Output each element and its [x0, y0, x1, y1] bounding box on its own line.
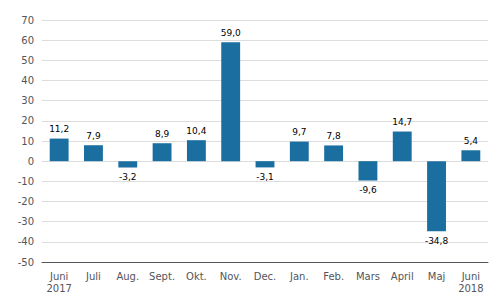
svg-text:60: 60	[21, 35, 34, 46]
svg-text:11,2: 11,2	[49, 124, 69, 134]
svg-text:8,9: 8,9	[155, 129, 170, 139]
svg-text:10,4: 10,4	[186, 126, 206, 136]
svg-text:Sept.: Sept.	[149, 271, 175, 282]
svg-text:Juli: Juli	[85, 271, 101, 282]
svg-text:5,4: 5,4	[464, 136, 479, 146]
svg-text:2018: 2018	[458, 283, 483, 294]
svg-text:0: 0	[28, 156, 34, 167]
svg-text:10: 10	[21, 136, 34, 147]
svg-text:7,8: 7,8	[326, 131, 341, 141]
svg-text:-20: -20	[18, 196, 34, 207]
svg-text:-50: -50	[18, 257, 34, 268]
svg-text:Juni: Juni	[49, 271, 68, 282]
svg-text:-10: -10	[18, 176, 34, 187]
svg-text:April: April	[391, 271, 414, 282]
svg-text:20: 20	[21, 115, 34, 126]
svg-text:Dec.: Dec.	[254, 271, 277, 282]
svg-text:Maj: Maj	[428, 271, 446, 282]
svg-text:Juni: Juni	[461, 271, 480, 282]
svg-text:2017: 2017	[46, 283, 71, 294]
svg-text:9,7: 9,7	[292, 127, 306, 137]
svg-text:Mars: Mars	[356, 271, 380, 282]
svg-text:-40: -40	[18, 236, 34, 247]
svg-text:59,0: 59,0	[221, 28, 241, 38]
svg-text:Aug.: Aug.	[116, 271, 139, 282]
svg-text:-34,8: -34,8	[425, 236, 449, 246]
svg-text:70: 70	[21, 15, 34, 26]
svg-text:14,7: 14,7	[392, 117, 412, 127]
svg-text:Okt.: Okt.	[186, 271, 207, 282]
svg-text:Nov.: Nov.	[220, 271, 242, 282]
svg-text:Feb.: Feb.	[323, 271, 344, 282]
svg-text:-3,1: -3,1	[256, 172, 274, 182]
svg-text:50: 50	[21, 55, 34, 66]
svg-text:-9,6: -9,6	[359, 185, 377, 195]
svg-text:-3,2: -3,2	[119, 172, 137, 182]
svg-text:40: 40	[21, 75, 34, 86]
svg-text:30: 30	[21, 95, 34, 106]
svg-text:Jan.: Jan.	[289, 271, 309, 282]
svg-text:-30: -30	[18, 216, 34, 227]
svg-text:7,9: 7,9	[86, 131, 101, 141]
